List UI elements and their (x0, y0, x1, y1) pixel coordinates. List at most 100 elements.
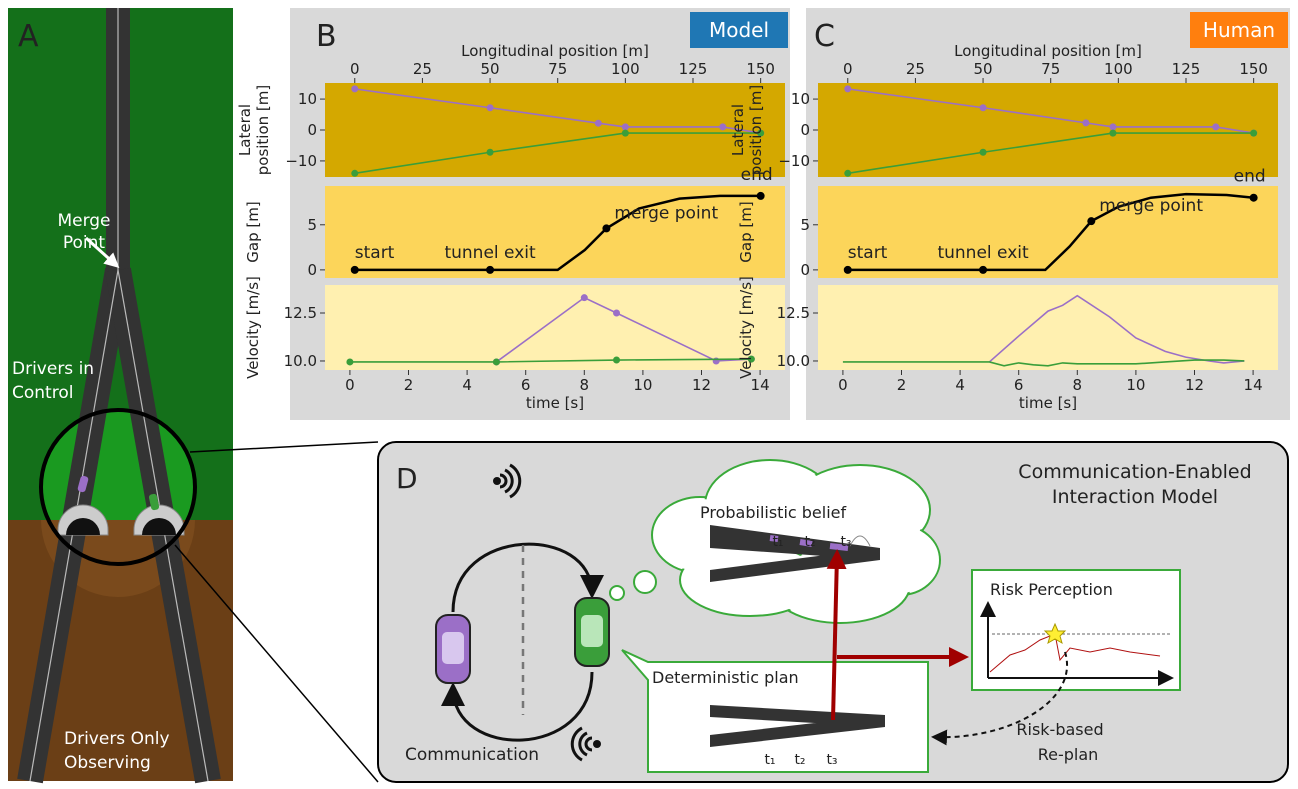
y-tick-label: 10.0 (284, 352, 317, 370)
x-tick-label: 2 (404, 376, 414, 394)
x-tick-label: 4 (955, 376, 965, 394)
badge-text: Model (709, 18, 769, 42)
y-axis-label: Velocity [m/s] (244, 276, 262, 379)
time-label: t₂ (804, 534, 815, 550)
annotation: merge point (1099, 196, 1203, 216)
y-tick-label: 10.0 (777, 352, 810, 370)
annotation-point (1250, 194, 1258, 202)
label: Re-plan (1038, 745, 1099, 764)
y-axis-label: Gap [m] (244, 201, 262, 262)
x-tick-label: 50 (481, 60, 500, 78)
marker (844, 170, 851, 177)
plot-area (818, 83, 1278, 177)
plot-area (325, 83, 785, 177)
x-tick-label: 125 (1172, 60, 1201, 78)
badge-text: Human (1203, 18, 1275, 42)
x-tick-label: 150 (746, 60, 775, 78)
label: Communication (405, 745, 539, 765)
map-label: Drivers in (12, 359, 94, 379)
y-tick-label: 10 (298, 90, 317, 108)
marker (493, 358, 500, 365)
x-tick-label: 12 (1185, 376, 1204, 394)
annotation: start (355, 243, 395, 263)
marker (351, 85, 358, 92)
figure: A Merge Point Drivers in Control Drivers… (0, 0, 1298, 789)
marker (1082, 119, 1089, 126)
plot-area (818, 285, 1278, 370)
box-title: Risk Perception (990, 580, 1113, 599)
marker (1212, 123, 1219, 130)
label: Risk-based (1016, 720, 1103, 739)
marker (346, 358, 353, 365)
x-tick-label: 0 (350, 60, 360, 78)
annotation: end (1234, 167, 1266, 187)
x-tick-label: 0 (843, 60, 853, 78)
annotation-point (486, 266, 494, 274)
marker (622, 123, 629, 130)
x-tick-label: 25 (413, 60, 432, 78)
annotation-point (1087, 217, 1095, 225)
x-tick-label: 8 (580, 376, 590, 394)
annotation: tunnel exit (444, 243, 536, 263)
y-axis-label: Gap [m] (737, 201, 755, 262)
x-tick-label: 75 (1041, 60, 1060, 78)
marker (351, 170, 358, 177)
time-label: t₃ (826, 752, 837, 768)
marker (1109, 123, 1116, 130)
annotation-point (602, 224, 610, 232)
x-tick-label: 8 (1073, 376, 1083, 394)
annotation-point (844, 266, 852, 274)
panel-label: C (814, 19, 835, 54)
marker (719, 123, 726, 130)
plot-area (325, 186, 785, 278)
time-label: t₁ (764, 752, 775, 768)
annotation: merge point (614, 203, 718, 223)
marker (595, 120, 602, 127)
marker (1250, 130, 1257, 137)
annotation: start (848, 243, 888, 263)
y-tick-label: 0 (800, 121, 810, 139)
x-tick-label: 100 (1104, 60, 1133, 78)
y-tick-label: 10 (791, 90, 810, 108)
y-tick-label: 12.5 (777, 304, 810, 322)
y-tick-label: −10 (285, 152, 317, 170)
annotation: tunnel exit (937, 243, 1029, 263)
x-axis-label: Longitudinal position [m] (954, 42, 1142, 60)
marker (844, 85, 851, 92)
annotation-point (757, 192, 765, 200)
panel-d: D Communication-Enabled Interaction Mode… (378, 442, 1288, 782)
time-label: t₃ (840, 534, 851, 550)
y-tick-label: 0 (307, 121, 317, 139)
x-tick-label: 6 (1014, 376, 1024, 394)
y-tick-label: 12.5 (284, 304, 317, 322)
marker (980, 149, 987, 156)
x-axis-label: time [s] (526, 394, 584, 412)
x-axis-label: time [s] (1019, 394, 1077, 412)
x-tick-label: 2 (897, 376, 907, 394)
map-label: Observing (64, 753, 151, 773)
y-tick-label: 5 (307, 216, 317, 234)
x-tick-label: 4 (462, 376, 472, 394)
box-title: Deterministic plan (652, 668, 799, 687)
x-tick-label: 0 (838, 376, 848, 394)
y-tick-label: 0 (800, 261, 810, 279)
marker (980, 104, 987, 111)
marker (487, 104, 494, 111)
x-axis-label: Longitudinal position [m] (461, 42, 649, 60)
x-tick-label: 0 (345, 376, 355, 394)
marker (581, 294, 588, 301)
marker (613, 310, 620, 317)
x-tick-label: 12 (692, 376, 711, 394)
y-tick-label: 0 (307, 261, 317, 279)
x-tick-label: 50 (974, 60, 993, 78)
x-tick-label: 150 (1239, 60, 1268, 78)
annotation-point (979, 266, 987, 274)
x-tick-label: 6 (521, 376, 531, 394)
annotation-point (351, 266, 359, 274)
map-label: Merge (57, 211, 110, 231)
panel-label: A (18, 19, 39, 54)
map-label: Control (12, 383, 73, 403)
time-label: t₂ (794, 752, 805, 768)
marker (622, 130, 629, 137)
panel-label: D (396, 462, 418, 495)
